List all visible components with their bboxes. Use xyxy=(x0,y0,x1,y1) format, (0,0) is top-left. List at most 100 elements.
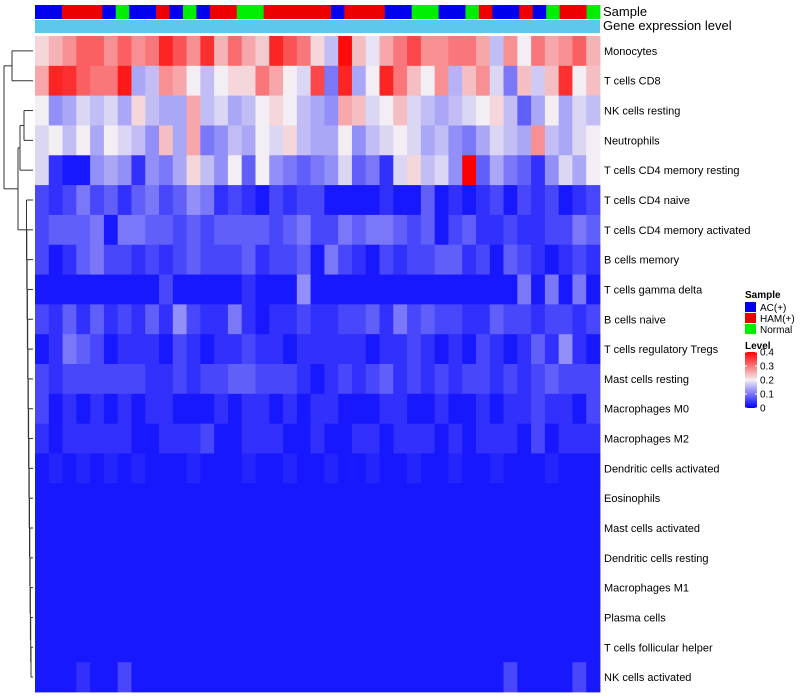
heatmap-cell xyxy=(200,393,215,425)
heatmap-cell xyxy=(531,513,546,544)
sample-annotation-cell xyxy=(411,5,426,19)
heatmap-cell xyxy=(379,364,394,395)
heatmap-cell xyxy=(241,334,256,365)
heatmap-cell xyxy=(462,364,477,395)
heatmap-cell xyxy=(103,453,119,484)
heatmap-cell xyxy=(172,65,187,97)
heatmap-cell xyxy=(351,393,367,425)
heatmap-cell xyxy=(393,185,408,216)
heatmap-cell xyxy=(517,423,532,454)
heatmap-cell xyxy=(489,65,504,97)
heatmap-cell xyxy=(365,393,380,425)
heatmap-cell xyxy=(462,542,477,574)
heatmap-cell xyxy=(462,214,477,246)
heatmap-cell xyxy=(544,125,560,156)
heatmap-cell xyxy=(62,572,77,603)
heatmap-cell xyxy=(379,244,394,275)
heatmap-cell xyxy=(310,483,325,514)
heatmap-cell xyxy=(90,244,105,275)
sample-annotation-cell xyxy=(425,5,439,19)
row-label: Dendritic cells resting xyxy=(604,553,709,565)
heatmap-cell xyxy=(103,155,119,186)
heatmap-cell xyxy=(475,244,491,275)
heatmap-cell xyxy=(145,542,160,574)
heatmap-cell xyxy=(186,632,201,663)
heatmap-cell xyxy=(448,364,463,395)
heatmap-cell xyxy=(35,36,50,67)
heatmap-cell xyxy=(558,632,573,663)
heatmap-cell xyxy=(462,453,477,484)
heatmap-cell xyxy=(62,65,77,97)
heatmap-cell xyxy=(407,95,422,126)
sample-annotation-cell xyxy=(236,5,251,19)
heatmap-cell xyxy=(572,214,587,246)
heatmap-cell xyxy=(434,274,449,305)
heatmap-cell xyxy=(159,214,174,246)
heatmap-cell xyxy=(62,125,77,156)
heatmap-cell xyxy=(544,304,560,335)
heatmap-cell xyxy=(296,334,312,365)
heatmap-cell xyxy=(62,185,77,216)
heatmap-cell xyxy=(558,36,573,67)
row-label: Macrophages M1 xyxy=(604,583,689,595)
heatmap-cell xyxy=(503,304,518,335)
heatmap-cell xyxy=(407,572,422,603)
heatmap-cell xyxy=(90,185,105,216)
heatmap-cell xyxy=(489,542,504,574)
heatmap-cell xyxy=(462,632,477,663)
heatmap-cell xyxy=(172,364,187,395)
heatmap-cell xyxy=(503,364,518,395)
heatmap-cell xyxy=(517,214,532,246)
heatmap-cell xyxy=(200,602,215,633)
heatmap-cell xyxy=(310,36,325,67)
heatmap-cell xyxy=(531,423,546,454)
heatmap-cell xyxy=(172,542,187,574)
heatmap-cell xyxy=(558,364,573,395)
heatmap-cell xyxy=(572,334,587,365)
heatmap-cell xyxy=(227,632,243,663)
heatmap-cell xyxy=(62,364,77,395)
heatmap-cell xyxy=(420,334,436,365)
heatmap-cell xyxy=(283,453,298,484)
heatmap-cell xyxy=(310,65,325,97)
sample-annotation-cell xyxy=(546,5,561,19)
heatmap-cell xyxy=(434,304,449,335)
heatmap-cell xyxy=(131,185,146,216)
heatmap-cell xyxy=(103,125,119,156)
heatmap-cell xyxy=(103,364,119,395)
heatmap-cell xyxy=(572,423,587,454)
heatmap-cell xyxy=(269,632,284,663)
sample-legend-label: Normal xyxy=(760,325,792,336)
heatmap-cell xyxy=(283,632,298,663)
heatmap-cell xyxy=(131,364,146,395)
heatmap-cell xyxy=(310,513,325,544)
heatmap-cell xyxy=(283,274,298,305)
heatmap-cell xyxy=(586,95,601,126)
heatmap-cell xyxy=(531,65,546,97)
heatmap-cell xyxy=(255,572,270,603)
heatmap-cell xyxy=(48,334,63,365)
heatmap-cell xyxy=(517,304,532,335)
sample-annotation-cell xyxy=(478,5,493,19)
heatmap-cell xyxy=(434,155,449,186)
heatmap-cell xyxy=(393,274,408,305)
heatmap-cell xyxy=(90,423,105,454)
heatmap-cell xyxy=(558,572,573,603)
heatmap-cell xyxy=(338,155,353,186)
heatmap-cell xyxy=(269,334,284,365)
heatmap-cell xyxy=(76,36,91,67)
heatmap-cell xyxy=(572,95,587,126)
heatmap-cell xyxy=(462,334,477,365)
heatmap-cell xyxy=(448,662,463,693)
heatmap-cell xyxy=(586,125,601,156)
heatmap-cell xyxy=(351,125,367,156)
heatmap-cell xyxy=(76,483,91,514)
heatmap-cell xyxy=(35,95,50,126)
heatmap-cell xyxy=(90,125,105,156)
heatmap-cell xyxy=(475,662,491,693)
heatmap-cell xyxy=(393,125,408,156)
heatmap-cell xyxy=(283,304,298,335)
heatmap-cell xyxy=(214,513,229,544)
heatmap-cell xyxy=(283,483,298,514)
heatmap-cell xyxy=(48,364,63,395)
